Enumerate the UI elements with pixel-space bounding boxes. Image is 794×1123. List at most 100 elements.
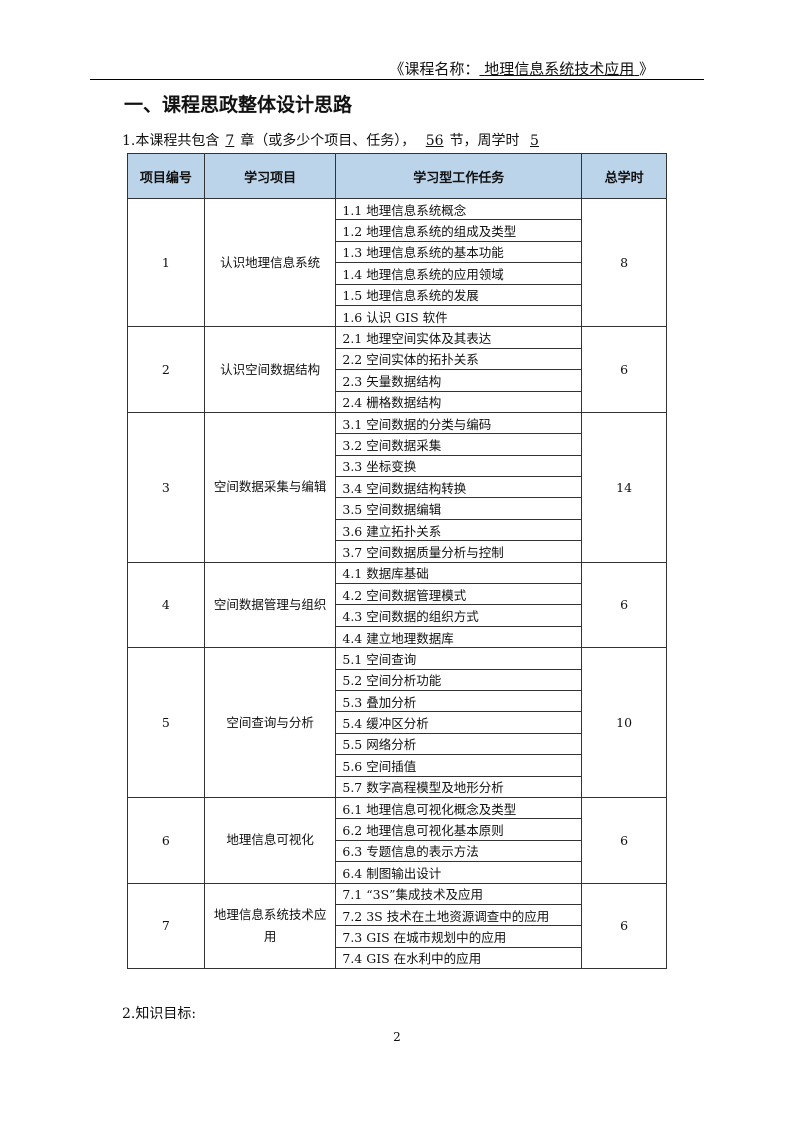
task-item: 1.2 地理信息系统的组成及类型	[335, 219, 583, 242]
task-item: 3.2 空间数据采集	[335, 433, 583, 456]
task-item: 5.4 缓冲区分析	[335, 711, 583, 734]
task-item: 1.3 地理信息系统的基本功能	[335, 240, 583, 264]
table-row: 1.6 认识 GIS 软件	[128, 304, 667, 328]
table-row: 5.7 数字高程模型及地形分析	[128, 775, 667, 798]
task-item: 1.6 认识 GIS 软件	[335, 304, 583, 328]
task-item: 4.2 空间数据管理模式	[335, 583, 583, 606]
task-item: 5.7 数字高程模型及地形分析	[335, 775, 583, 798]
project-hours: 14	[581, 411, 667, 563]
header-suffix: 》	[638, 60, 654, 78]
course-summary: 1.本课程共包含 7 章（或多少个项目、任务）， 56 节，周学时 5	[122, 130, 545, 150]
project-hours: 8	[581, 197, 667, 328]
course-table: 项目编号 学习项目 学习型工作任务 总学时 1 认识地理信息系统 1.1 地理信息系…	[127, 153, 667, 970]
project-name: 地理信息可视化	[203, 796, 337, 884]
project-id: 2	[127, 326, 205, 413]
task-item: 5.1 空间查询	[335, 647, 583, 670]
project-hours: 6	[581, 796, 667, 884]
task-item: 2.1 地理空间实体及其表达	[335, 326, 583, 349]
task-item: 4.1 数据库基础	[335, 561, 583, 585]
section-count: 56	[425, 133, 444, 149]
table-row: 1.2 地理信息系统的组成及类型	[128, 219, 667, 242]
task-item: 4.4 建立地理数据库	[335, 625, 583, 649]
project-hours: 6	[581, 561, 667, 649]
header-project-id: 项目编号	[127, 153, 205, 199]
table-row: 7.4 GIS 在水利中的应用	[128, 946, 667, 970]
task-item: 2.3 矢量数据结构	[335, 369, 583, 392]
table-row: 4 空间数据管理与组织 4.1 数据库基础 6	[127, 561, 667, 649]
task-item: 3.4 空间数据结构转换	[335, 476, 583, 499]
task-item: 5.5 网络分析	[335, 732, 583, 756]
section-title: 一、课程思政整体设计思路	[124, 94, 353, 116]
project-name: 认识地理信息系统	[203, 197, 337, 328]
project-hours: 10	[581, 647, 667, 798]
task-item: 3.5 空间数据编辑	[335, 497, 583, 520]
chapter-count: 7	[225, 133, 235, 149]
page-number: 2	[393, 1030, 401, 1044]
header-rule	[90, 79, 704, 80]
task-item: 7.4 GIS 在水利中的应用	[335, 946, 583, 970]
project-hours: 6	[581, 326, 667, 413]
project-name: 地理信息系统技术应用	[203, 882, 337, 970]
table-row: 5.4 缓冲区分析	[128, 711, 667, 734]
header-prefix: 《课程名称：	[389, 60, 480, 78]
task-item: 1.4 地理信息系统的应用领域	[335, 262, 583, 285]
header-hours: 总学时	[581, 153, 667, 199]
running-header: 《课程名称： 地理信息系统技术应用 》	[389, 58, 654, 79]
weekly-hours: 5	[530, 133, 539, 149]
project-name: 空间数据采集与编辑	[203, 411, 337, 563]
table-row: 1 认识地理信息系统 1.1 地理信息系统概念 8	[127, 197, 667, 328]
project-id: 3	[127, 411, 205, 563]
table-row: 2 认识空间数据结构 2.1 地理空间实体及其表达 6	[127, 326, 667, 413]
task-item: 3.7 空间数据质量分析与控制	[335, 540, 583, 563]
task-item: 5.6 空间插值	[335, 754, 583, 777]
project-id: 7	[127, 882, 205, 970]
task-item: 1.5 地理信息系统的发展	[335, 283, 583, 306]
task-item: 6.1 地理信息可视化概念及类型	[335, 796, 583, 820]
task-item: 7.2 3S 技术在土地资源调查中的应用	[335, 903, 583, 927]
table-row: 3.6 建立拓扑关系	[128, 518, 667, 542]
project-id: 4	[127, 561, 205, 649]
task-item: 4.3 空间数据的组织方式	[335, 604, 583, 627]
project-id: 1	[127, 197, 205, 328]
task-item: 6.3 专题信息的表示方法	[335, 839, 583, 863]
task-item: 7.1 “3S”集成技术及应用	[335, 882, 583, 905]
table-row: 3.7 空间数据质量分析与控制	[128, 540, 667, 563]
project-name: 认识空间数据结构	[203, 326, 337, 413]
project-id: 5	[127, 647, 205, 798]
project-id: 6	[127, 796, 205, 884]
task-item: 3.1 空间数据的分类与编码	[335, 411, 583, 435]
task-item: 6.4 制图输出设计	[335, 861, 583, 884]
task-item: 6.2 地理信息可视化基本原则	[335, 818, 583, 841]
task-item: 2.4 栅格数据结构	[335, 390, 583, 413]
task-item: 5.2 空间分析功能	[335, 668, 583, 691]
table-row: 5.5 网络分析	[128, 732, 667, 756]
task-item: 3.6 建立拓扑关系	[335, 518, 583, 542]
task-item: 7.3 GIS 在城市规划中的应用	[335, 925, 583, 948]
project-name: 空间数据管理与组织	[203, 561, 337, 649]
table-row: 7 地理信息系统技术应用 7.1 “3S”集成技术及应用 6	[127, 882, 667, 970]
table-row: 4.3 空间数据的组织方式	[128, 604, 667, 627]
course-name: 地理信息系统技术应用	[484, 60, 635, 78]
table-row: 5 空间查询与分析 5.1 空间查询 10	[127, 647, 667, 798]
summary-text-2: 章（或多少个项目、任务），	[240, 133, 416, 149]
project-hours: 6	[581, 882, 667, 970]
knowledge-goals-heading: 2.知识目标:	[122, 1006, 197, 1022]
table-row: 6 地理信息可视化 6.1 地理信息可视化概念及类型 6	[127, 796, 667, 884]
table-header-row: 项目编号 学习项目 学习型工作任务 总学时	[127, 153, 667, 199]
task-item: 5.3 叠加分析	[335, 689, 583, 713]
project-name: 空间查询与分析	[203, 647, 337, 798]
table-row: 5.2 空间分析功能	[128, 668, 667, 691]
header-project-name: 学习项目	[203, 153, 337, 199]
summary-text-3: 节，周学时	[449, 133, 520, 149]
table-row: 7.2 3S 技术在土地资源调查中的应用	[128, 903, 667, 927]
task-item: 3.3 坐标变换	[335, 454, 583, 478]
table-row: 3 空间数据采集与编辑 3.1 空间数据的分类与编码 14	[127, 411, 667, 563]
task-item: 1.1 地理信息系统概念	[335, 197, 583, 221]
table-row: 4.4 建立地理数据库	[128, 625, 667, 649]
header-tasks: 学习型工作任务	[335, 153, 583, 199]
task-item: 2.2 空间实体的拓扑关系	[335, 347, 583, 371]
table-row: 3.2 空间数据采集	[128, 433, 667, 456]
table-row: 6.3 专题信息的表示方法	[128, 839, 667, 863]
summary-text-1: 1.本课程共包含	[122, 133, 220, 149]
